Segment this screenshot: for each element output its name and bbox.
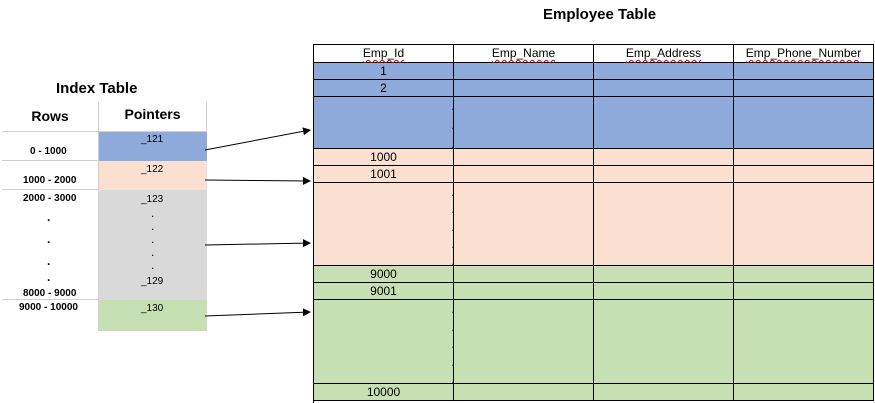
emp-cell [734, 166, 874, 183]
ellipsis-dot: . [451, 185, 455, 199]
emp-cell [454, 384, 594, 401]
ellipsis-dot: . [451, 236, 455, 251]
emp-cell [454, 183, 594, 266]
emp-id-cell: 9001 [314, 283, 454, 300]
ellipsis-dot: . [451, 219, 455, 234]
pointer-value: _129 [141, 276, 164, 287]
emp-cell [594, 283, 734, 300]
ellipsis-dot: . [151, 232, 155, 246]
emp-cell [734, 183, 874, 266]
ellipsis-dot: . [151, 219, 155, 233]
emp-cell [734, 149, 874, 166]
ellipsis-dot: . [151, 206, 155, 220]
emp-id-cell: ..... [314, 300, 455, 386]
pointer-value: _121 [141, 134, 164, 145]
index-row-label: 2000 - 3000 . . . . 8000 - 9000 [2, 190, 99, 300]
emp-cell [734, 266, 874, 283]
employee-table-title: Employee Table [543, 6, 657, 23]
ellipsis-dot: . [451, 99, 455, 113]
arrow-3 [204, 239, 311, 248]
emp-cell [454, 63, 594, 80]
emp-cell [594, 63, 734, 80]
emp-cell [594, 384, 734, 401]
index-range-label: 0 - 1000 [30, 146, 67, 157]
ellipsis-dot: . [451, 354, 455, 369]
emp-cell [734, 283, 874, 300]
header-emp-name: Emp_Name [454, 45, 594, 63]
emp-id-cell: 1000 [314, 149, 454, 166]
emp-cell [594, 166, 734, 183]
header-emp-phone: Emp_Phone_Number [734, 45, 874, 63]
index-pointer-cell: _122 [99, 161, 207, 190]
emp-cell [594, 300, 734, 384]
emp-cell [594, 183, 734, 266]
emp-id-cell: ... [314, 97, 455, 151]
arrow-2 [204, 176, 311, 185]
header-emp-address: Emp_Address [594, 45, 734, 63]
index-pointer-cell: _121 [99, 132, 207, 161]
emp-id-cell: 1 [314, 63, 454, 80]
emp-cell [734, 80, 874, 97]
emp-cell [734, 300, 874, 384]
ellipsis-dot: . [451, 372, 455, 386]
index-header-rows: Rows [2, 102, 99, 132]
ellipsis-dot: . [451, 202, 455, 217]
emp-cell [454, 300, 594, 384]
employee-table: Emp_Id Emp_Name Emp_Address Emp_Phone_Nu… [313, 44, 874, 403]
emp-cell [454, 149, 594, 166]
ellipsis-dot: . [451, 118, 455, 132]
emp-cell [594, 149, 734, 166]
index-table-title: Index Table [56, 80, 138, 97]
emp-id-cell: 2 [314, 80, 454, 97]
emp-cell [454, 166, 594, 183]
index-range-label: 2000 - 3000 [23, 193, 77, 204]
ellipsis-dot: . [451, 254, 455, 268]
index-header-pointers: Pointers [99, 102, 207, 132]
emp-cell [594, 266, 734, 283]
index-pointer-cell: _123 . . . . . _129 [99, 190, 207, 300]
ellipsis-dot: . [451, 319, 455, 334]
emp-id-cell: 9000 [314, 266, 454, 283]
ellipsis-dot: . [47, 232, 51, 246]
index-row-label: 9000 - 10000 [2, 300, 99, 331]
index-range-label: 9000 - 10000 [19, 302, 78, 313]
pointer-value: _123 [141, 194, 164, 205]
emp-cell [734, 63, 874, 80]
index-table: Rows Pointers 0 - 1000 _121 1000 - 2000 … [2, 102, 207, 331]
pointer-value: _122 [141, 164, 164, 175]
index-pointer-cell: _130 [99, 300, 207, 331]
emp-id-cell: ..... [314, 183, 455, 268]
ellipsis-dot: . [47, 210, 51, 224]
emp-cell [594, 97, 734, 149]
ellipsis-dot: . [151, 245, 155, 259]
emp-cell [454, 97, 594, 149]
ellipsis-dot: . [47, 254, 51, 268]
index-row-label: 1000 - 2000 [2, 161, 99, 190]
emp-cell [734, 97, 874, 149]
emp-cell [454, 266, 594, 283]
emp-cell [454, 80, 594, 97]
index-range-label: 8000 - 9000 [23, 288, 77, 299]
ellipsis-dot: . [451, 337, 455, 351]
header-emp-id: Emp_Id [314, 45, 454, 63]
index-range-label: 1000 - 2000 [23, 175, 77, 186]
index-row-label: 0 - 1000 [2, 132, 99, 161]
arrow-4 [204, 308, 311, 317]
emp-id-cell: 1001 [314, 166, 454, 183]
emp-id-cell: 10000 [314, 384, 454, 401]
emp-cell [454, 283, 594, 300]
ellipsis-dot: . [151, 258, 155, 272]
emp-cell [734, 384, 874, 401]
arrow-1 [204, 127, 311, 151]
ellipsis-dot: . [47, 270, 51, 284]
emp-cell [594, 80, 734, 97]
ellipsis-dot: . [451, 302, 455, 316]
pointer-value: _130 [141, 303, 164, 314]
ellipsis-dot: . [451, 137, 455, 151]
